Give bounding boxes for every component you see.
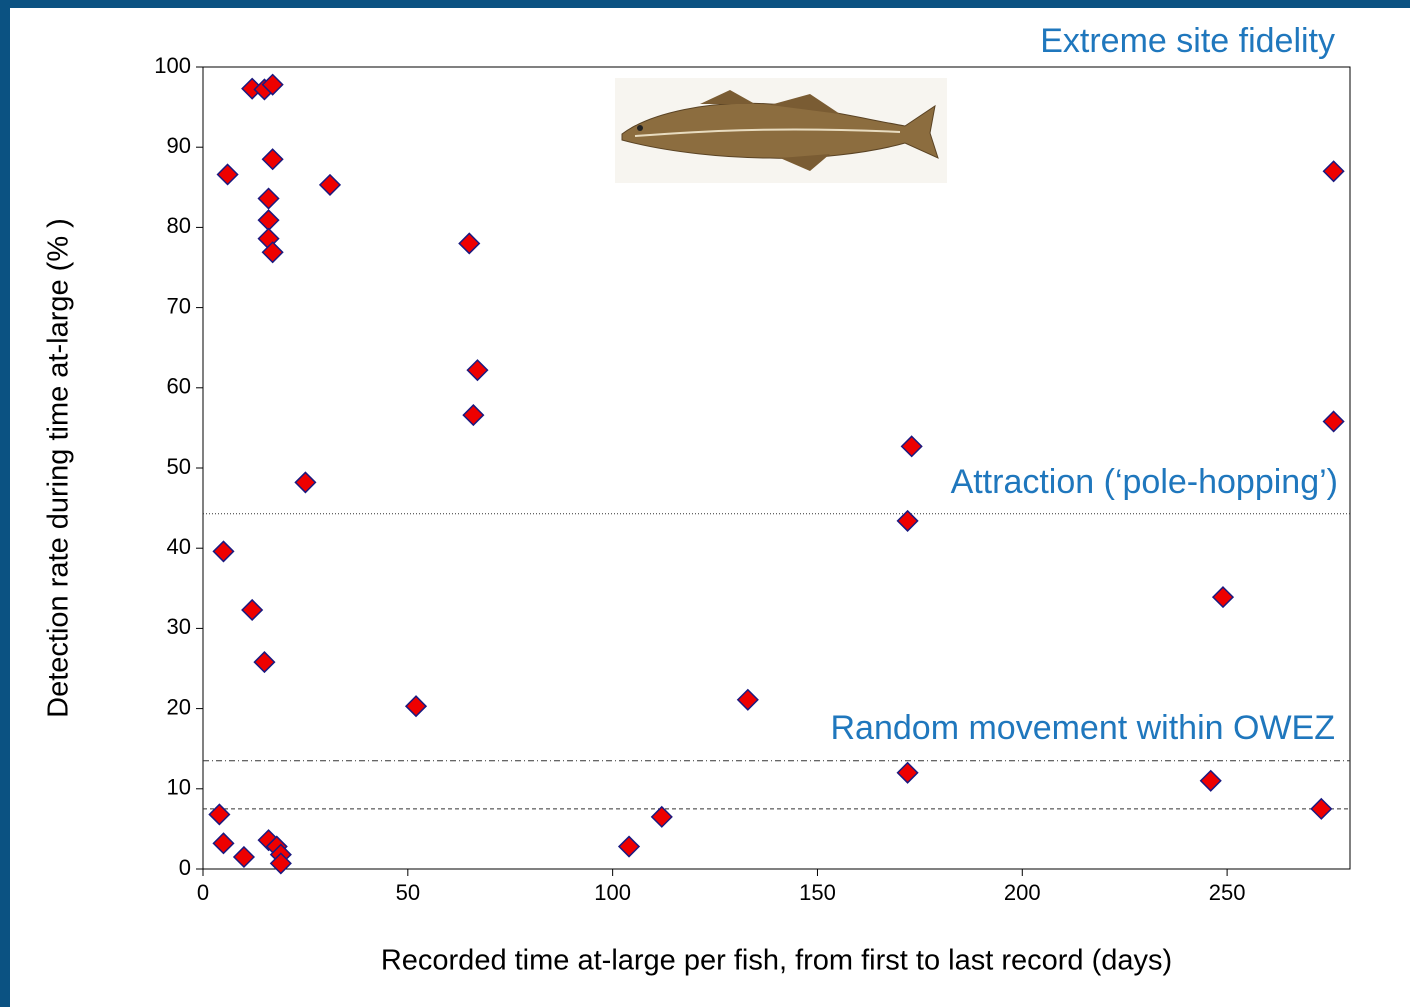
- y-tick-label: 70: [167, 293, 191, 318]
- y-tick-label: 0: [179, 855, 191, 880]
- data-point: [896, 761, 919, 784]
- chart: 0 10 20 30 40 50 60 70 80 90 100 0 50 100 150 200 250 Ext…: [43, 22, 1351, 977]
- data-point: [257, 187, 280, 210]
- x-tick-label: 200: [1004, 880, 1041, 905]
- data-point: [466, 359, 489, 382]
- y-tick-label: 90: [167, 133, 191, 158]
- data-point: [212, 540, 235, 563]
- data-point: [900, 435, 923, 458]
- x-tick-label: 250: [1209, 880, 1246, 905]
- data-point: [253, 651, 276, 674]
- data-point: [261, 73, 284, 96]
- data-point: [1199, 769, 1222, 792]
- data-point: [232, 845, 256, 869]
- x-tick-label: 100: [594, 880, 631, 905]
- data-point: [294, 471, 317, 494]
- data-point: [257, 209, 280, 232]
- y-tick-label: 80: [167, 213, 191, 238]
- x-tick-label: 0: [197, 880, 209, 905]
- y-tick-label: 20: [167, 694, 191, 719]
- data-point: [208, 803, 231, 826]
- data-point: [650, 805, 673, 828]
- data-point: [404, 695, 428, 718]
- data-point: [257, 829, 280, 852]
- data-point: [1211, 586, 1235, 609]
- data-point: [896, 509, 919, 532]
- data-point: [216, 163, 239, 186]
- y-axis-title: Detection rate during time at-large (% ): [43, 218, 75, 718]
- data-point: [1310, 797, 1333, 820]
- slide: 0 10 20 30 40 50 60 70 80 90 100 0 50 100 150 200 250 Ext…: [10, 8, 1410, 1007]
- x-tick-label: 150: [799, 880, 836, 905]
- x-tick-label: 50: [396, 880, 420, 905]
- y-tick-label: 60: [167, 374, 191, 399]
- y-tick-label: 30: [167, 614, 191, 639]
- data-point: [1322, 160, 1345, 183]
- data-point: [261, 148, 284, 171]
- annotation: Extreme site fidelity: [1040, 22, 1335, 60]
- data-point: [269, 852, 292, 875]
- x-axis-title: Recorded time at-large per fish, from fi…: [381, 945, 1172, 977]
- data-point: [736, 688, 759, 711]
- annotation: Random movement within OWEZ: [831, 709, 1336, 747]
- data-point: [241, 598, 264, 622]
- data-point: [1322, 410, 1345, 433]
- y-tick-label: 10: [167, 775, 191, 800]
- data-point: [458, 232, 481, 255]
- annotation: Attraction (‘pole-hopping’): [951, 463, 1338, 501]
- data-point: [318, 173, 342, 196]
- fish-picture: [615, 78, 947, 183]
- data-point: [261, 241, 284, 264]
- y-tick-label: 100: [154, 53, 191, 78]
- data-point: [617, 835, 641, 858]
- data-point: [212, 832, 235, 855]
- data-point: [462, 404, 485, 427]
- y-tick-label: 50: [167, 454, 191, 479]
- y-tick-label: 40: [167, 534, 191, 559]
